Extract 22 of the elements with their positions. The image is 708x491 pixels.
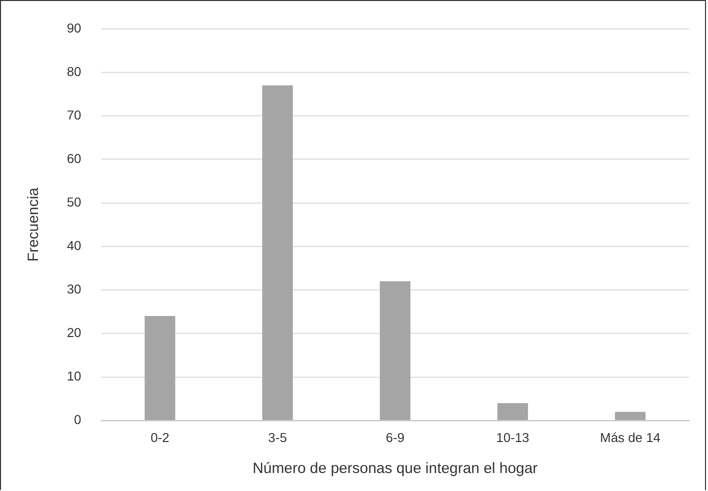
y-tick-label: 10 [66,368,82,384]
y-tick-label: 20 [66,325,82,340]
bar [497,403,528,420]
x-tick-label: 0-2 [150,430,170,445]
y-tick-label: 30 [66,282,82,297]
bar [144,316,176,420]
bar [380,281,410,420]
x-tick-label: Más de 14 [600,430,660,445]
y-tick-label: 90 [66,20,82,36]
bar [262,85,293,420]
y-tick-label: 40 [66,238,82,253]
y-tick-label: 50 [66,194,82,210]
y-tick-label: 70 [66,107,82,122]
x-tick-label: 3-5 [268,430,287,445]
bar [614,412,646,420]
y-tick-label: 80 [66,64,82,79]
y-axis-title: Frecuencia [25,186,42,262]
y-tick-label: 60 [66,150,82,166]
x-axis-title: Número de personas que integran el hogar [252,460,538,478]
x-tick-label: 6-9 [386,430,404,445]
y-tick-label: 0 [74,412,82,428]
x-tick-label: 10-13 [496,430,530,445]
